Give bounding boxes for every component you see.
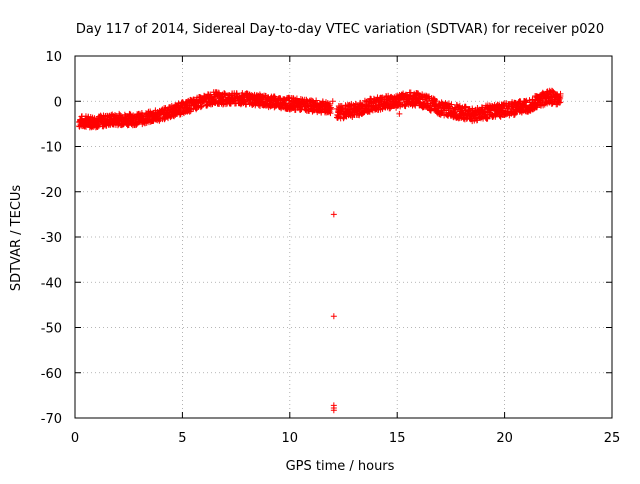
y-tick-label: -70: [41, 412, 62, 427]
ticks: 0 5 10 15 20 25 10 0 -10 -20 -30 -40 -50 -60 -70: [41, 50, 621, 446]
data-point: [197, 103, 204, 110]
data-point: [557, 95, 564, 102]
data-point: [448, 101, 455, 108]
chart-title: Day 117 of 2014, Sidereal Day-to-day VTE…: [76, 22, 604, 37]
data-point: [243, 101, 250, 108]
data-point: [430, 95, 437, 102]
data-points: [76, 87, 564, 414]
data-point: [396, 110, 403, 117]
data-point: [433, 98, 440, 105]
y-tick-label: 0: [54, 95, 62, 110]
data-point: [198, 103, 205, 110]
data-point: [330, 407, 337, 414]
y-tick-label: 10: [45, 50, 62, 65]
data-point: [443, 107, 450, 114]
data-point: [329, 98, 336, 105]
x-axis-label: GPS time / hours: [286, 459, 395, 474]
data-point: [407, 89, 414, 96]
x-tick-label: 10: [282, 431, 299, 446]
data-point: [222, 91, 229, 98]
y-tick-label: -30: [41, 231, 62, 246]
data-point: [462, 107, 469, 114]
data-point: [161, 116, 168, 123]
data-point: [116, 110, 123, 117]
data-point: [327, 106, 334, 113]
x-tick-label: 25: [604, 431, 621, 446]
y-tick-label: -60: [41, 367, 62, 382]
x-tick-label: 0: [71, 431, 79, 446]
x-tick-label: 5: [178, 431, 186, 446]
x-tick-label: 15: [389, 431, 406, 446]
y-axis-label: SDTVAR / TECUs: [9, 185, 24, 292]
y-tick-label: -50: [41, 322, 62, 337]
data-point: [111, 112, 118, 119]
y-tick-label: -10: [41, 141, 62, 156]
data-point: [330, 313, 337, 320]
x-tick-label: 20: [496, 431, 513, 446]
data-point: [330, 211, 337, 218]
y-tick-label: -40: [41, 276, 62, 291]
data-point: [313, 97, 320, 104]
y-tick-label: -20: [41, 186, 62, 201]
